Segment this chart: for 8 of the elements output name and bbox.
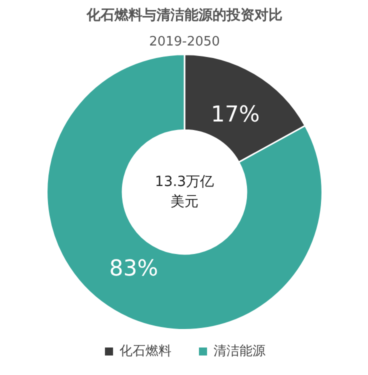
chart-subtitle: 2019-2050 bbox=[149, 34, 220, 50]
data-label: 17% bbox=[210, 102, 260, 128]
text: 美元 bbox=[170, 194, 198, 210]
text: 13.3万亿 bbox=[154, 174, 214, 190]
data-label: 83% bbox=[109, 256, 158, 282]
chart-title: 化石燃料与清洁能源的投资对比 bbox=[86, 8, 282, 24]
legend-label: 清洁能源 bbox=[214, 343, 266, 360]
legend-label: 化石燃料 bbox=[120, 343, 172, 360]
